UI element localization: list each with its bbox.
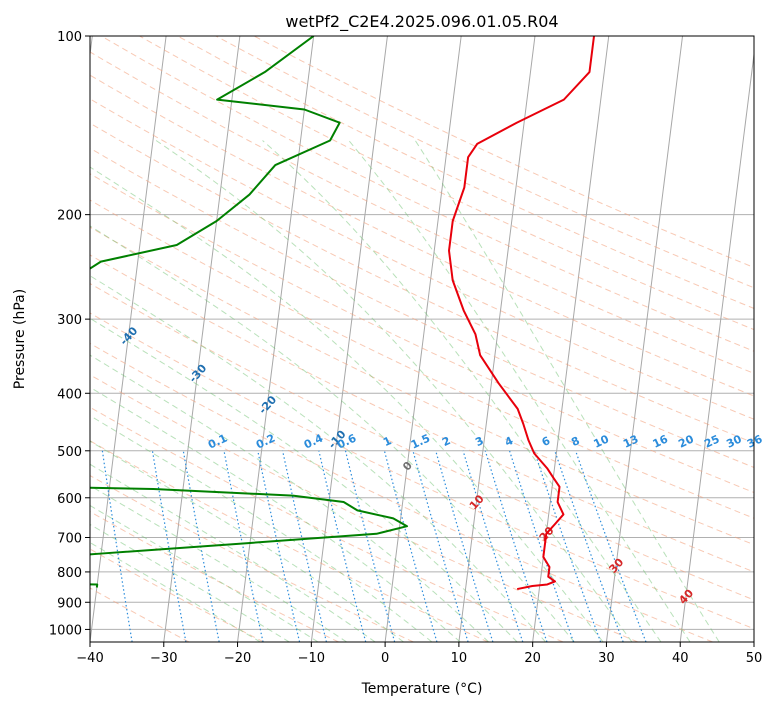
x-tick-label: −30: [150, 651, 177, 666]
dry-adiabat: [90, 199, 754, 519]
temperature-line: [448, 36, 596, 591]
isotherm-line: [384, 36, 462, 642]
mixing-ratio-line: [383, 450, 438, 642]
moist-adiabat: [90, 440, 404, 642]
mixing-ratio-line: [344, 450, 396, 642]
x-tick-label: 20: [524, 651, 541, 666]
moist-adiabat: [90, 541, 261, 642]
moist-adiabat: [90, 504, 319, 642]
dewpoint-line: [90, 36, 409, 588]
moist-adiabat: [90, 463, 376, 642]
isotherm-line: [679, 50, 754, 642]
moist-adiabat: [90, 166, 604, 642]
dry-adiabat: [90, 282, 754, 601]
dry-adiabat: [90, 254, 754, 573]
y-tick-label: 700: [57, 532, 82, 547]
plot-frame: [89, 35, 755, 643]
dry-adiabat: [90, 342, 713, 642]
x-tick-label: 30: [598, 651, 615, 666]
dry-adiabat: [90, 74, 754, 397]
mixing-ratio-line: [533, 450, 602, 642]
dry-adiabat: [90, 511, 339, 642]
y-tick-label: 500: [57, 445, 82, 460]
mixing-ratio-label: 10: [592, 432, 612, 450]
y-tick-label: 100: [57, 30, 82, 45]
mixing-ratio-label: 25: [702, 432, 721, 450]
y-tick-label: 300: [57, 313, 82, 328]
mixing-ratio-line: [282, 450, 328, 642]
y-tick-label: 1000: [49, 623, 82, 638]
x-tick-label: 10: [451, 651, 468, 666]
mixing-ratio-line: [462, 450, 524, 642]
chart-title: wetPf2_C2E4.2025.096.01.05.R04: [285, 12, 558, 32]
y-tick-label: 200: [57, 209, 82, 224]
dry-adiabat: [90, 406, 564, 642]
y-tick-label: 800: [57, 566, 82, 581]
isotherm-line: [310, 36, 388, 642]
isotherm-line: [90, 36, 167, 642]
isotherm-line: [605, 36, 684, 642]
x-axis-title: Temperature (°C): [361, 681, 483, 697]
x-tick-label: 0: [381, 651, 389, 666]
moist-adiabat: [155, 140, 633, 642]
isotherm-line: [237, 36, 315, 642]
sounding-lines: [90, 36, 596, 591]
moist-adiabat: [90, 225, 575, 642]
dry-adiabat: [90, 122, 754, 444]
moist-adiabat: [90, 485, 347, 642]
mixing-ratio-line: [318, 450, 367, 642]
x-tick-label: −40: [76, 651, 103, 666]
x-tick-label: 50: [746, 651, 763, 666]
mixing-ratio-label: 20: [676, 432, 696, 450]
dry-adiabat: [90, 440, 489, 642]
dry-adiabat: [177, 36, 754, 309]
x-axis: −40 −30 −20 −10 0 10 20 30 40 50: [76, 642, 762, 666]
mixing-ratio-line: [575, 450, 647, 642]
mixing-ratio-line: [223, 450, 264, 642]
moist-adiabat: [90, 354, 489, 642]
mixing-ratio-label: 16: [651, 432, 671, 450]
dry-adiabat: [90, 226, 754, 546]
dry-adiabat: [90, 474, 414, 642]
y-axis: 100 200 300 400 500 600 700 800 900 1000: [49, 30, 90, 638]
x-tick-label: −10: [298, 651, 325, 666]
dry-adiabat: [90, 147, 754, 468]
moist-adiabat: [90, 523, 290, 642]
mixing-ratio-line: [412, 450, 469, 642]
moist-adiabat: [90, 275, 547, 642]
moist-adiabat: [262, 140, 662, 642]
y-axis-title: Pressure (hPa): [12, 289, 28, 389]
x-tick-label: 40: [672, 651, 689, 666]
mixing-ratio-line: [435, 450, 494, 642]
isotherm-line: [458, 36, 536, 642]
mixing-ratio-line: [257, 450, 301, 642]
mixing-ratio-label: 30: [724, 432, 744, 450]
y-tick-label: 400: [57, 387, 82, 402]
dry-adiabat: [90, 51, 754, 374]
moist-adiabat: [348, 140, 691, 642]
isotherm-line: [163, 36, 241, 642]
y-tick-label: 600: [57, 492, 82, 507]
moist-adiabat: [90, 317, 518, 642]
mixing-ratio-line: [484, 450, 548, 642]
dry-adiabat: [90, 548, 264, 642]
mixing-ratio-line: [508, 450, 575, 642]
dry-adiabat: [90, 312, 754, 630]
dry-adiabat: [139, 36, 754, 331]
mixing-ratio-label: 13: [621, 432, 640, 450]
y-tick-label: 900: [57, 596, 82, 611]
x-tick-label: −20: [224, 651, 251, 666]
mixing-ratio-label: 36: [745, 432, 765, 450]
mixing-ratio-line: [554, 450, 624, 642]
background-lines: [90, 36, 754, 642]
moist-adiabat: [90, 415, 433, 642]
